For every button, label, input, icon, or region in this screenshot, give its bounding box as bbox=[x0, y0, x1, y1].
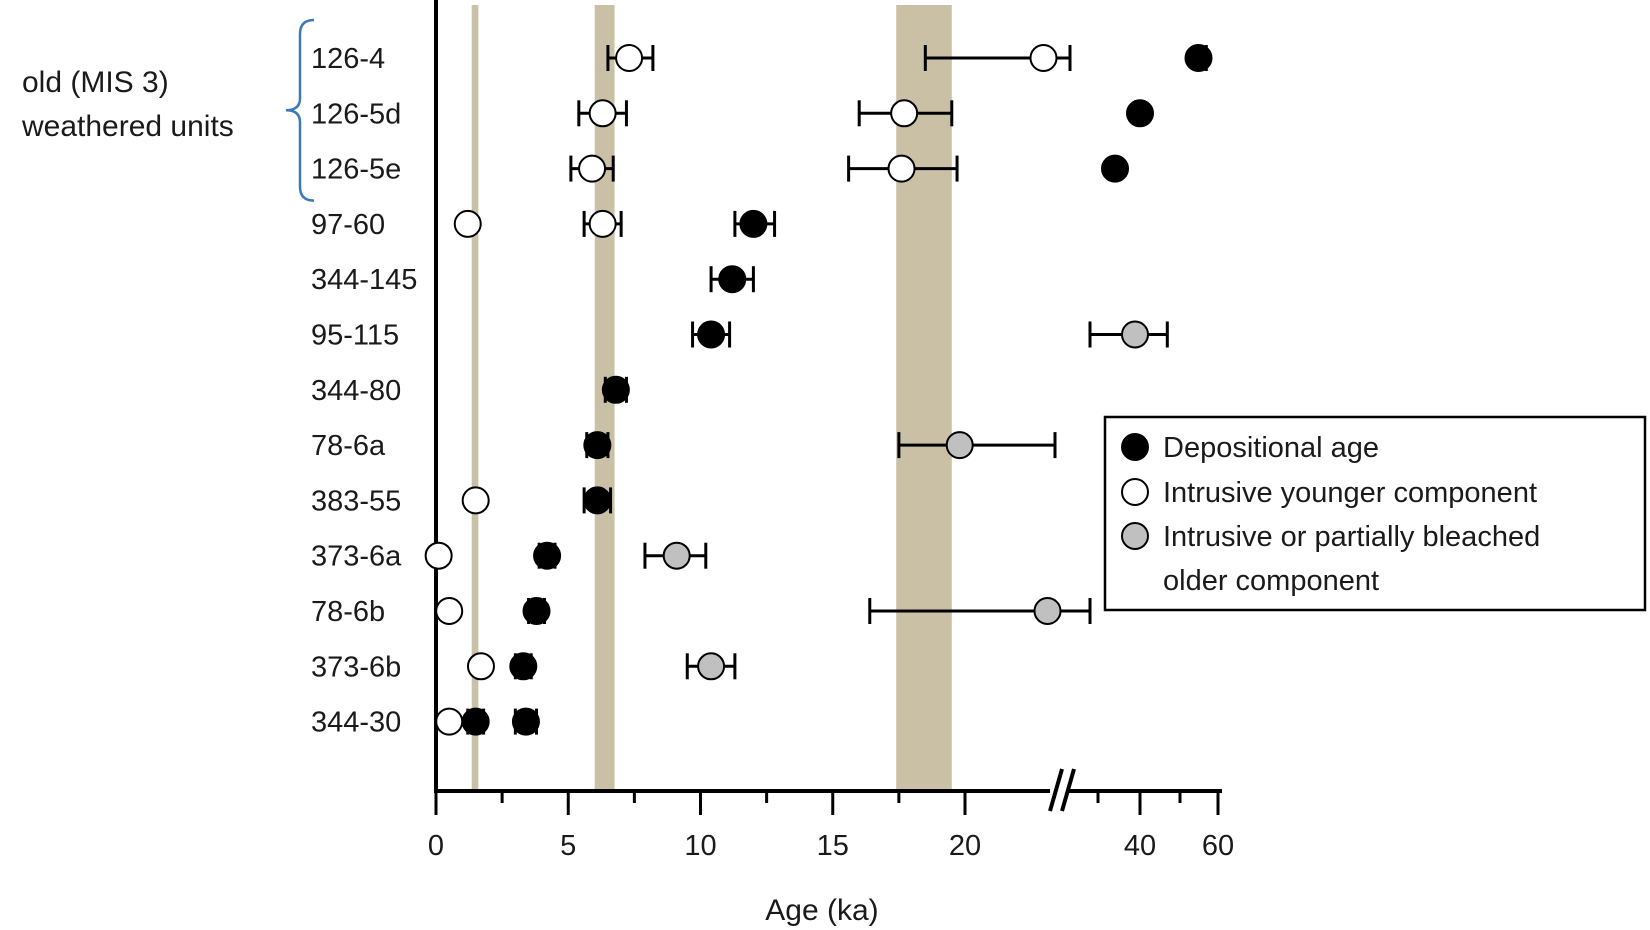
data-point bbox=[461, 486, 490, 515]
data-point bbox=[890, 99, 919, 128]
data-point bbox=[1126, 99, 1154, 128]
x-tick-label: 40 bbox=[1124, 830, 1156, 862]
legend-marker bbox=[1121, 433, 1149, 461]
sample-label: 126-5e bbox=[311, 154, 401, 186]
data-point bbox=[461, 707, 490, 736]
data-point bbox=[1101, 154, 1129, 183]
group-bracket: old (MIS 3) weathered units bbox=[21, 18, 315, 202]
data-point bbox=[1029, 44, 1058, 72]
data-point bbox=[615, 44, 644, 72]
legend-marker bbox=[1121, 478, 1149, 506]
data-points bbox=[424, 44, 1213, 736]
sample-label: 78-6b bbox=[311, 596, 385, 628]
sample-label: 126-5d bbox=[311, 98, 401, 130]
axis-break-mark bbox=[1060, 768, 1076, 812]
data-point bbox=[509, 652, 538, 681]
sample-label: 373-6a bbox=[311, 541, 402, 573]
sample-label: 95-115 bbox=[311, 320, 399, 352]
data-point bbox=[887, 154, 916, 183]
data-point bbox=[424, 541, 453, 570]
data-point bbox=[697, 652, 726, 681]
sample-labels: 126-4 126-5d 126-5e 97-60 344-145 95-115 344-8… bbox=[311, 43, 417, 739]
data-point bbox=[1121, 320, 1149, 349]
data-point bbox=[522, 597, 551, 625]
data-point bbox=[739, 209, 768, 238]
legend-marker bbox=[1121, 522, 1149, 550]
legend-label: Depositional age bbox=[1163, 432, 1379, 464]
data-point bbox=[945, 431, 974, 460]
data-point bbox=[453, 209, 482, 238]
shaded-band bbox=[471, 5, 479, 791]
x-tick-label: 0 bbox=[428, 830, 444, 862]
sample-label: 97-60 bbox=[311, 209, 385, 241]
legend-label: Intrusive younger component bbox=[1163, 477, 1537, 509]
x-tick-label: 15 bbox=[817, 830, 849, 862]
legend-label-line2: older component bbox=[1163, 565, 1379, 597]
data-point bbox=[697, 320, 726, 349]
bracket-brace bbox=[285, 18, 315, 202]
axis-break-mark bbox=[1048, 768, 1064, 812]
axes: 0 5 10 15 20 40 60 bbox=[428, 0, 1234, 862]
data-point bbox=[583, 431, 612, 460]
data-point bbox=[718, 265, 747, 294]
sample-label: 78-6a bbox=[311, 430, 386, 462]
x-tick-label: 10 bbox=[684, 830, 716, 862]
x-tick-label: 5 bbox=[560, 830, 576, 862]
data-point bbox=[583, 486, 612, 515]
data-point bbox=[466, 652, 495, 681]
x-tick-label: 20 bbox=[949, 830, 981, 862]
data-point bbox=[578, 154, 607, 183]
sample-label: 344-80 bbox=[311, 375, 401, 407]
sample-label: 383-55 bbox=[311, 485, 401, 517]
data-point bbox=[588, 209, 617, 238]
data-point bbox=[662, 541, 691, 570]
sample-label: 344-30 bbox=[311, 707, 401, 739]
x-tick-label: 60 bbox=[1202, 830, 1234, 862]
sample-label: 344-145 bbox=[311, 264, 417, 296]
error-bars bbox=[466, 45, 1208, 735]
shaded-bands bbox=[471, 5, 952, 791]
legend: Depositional age Intrusive younger compon… bbox=[1103, 415, 1647, 612]
x-axis-label: Age (ka) bbox=[765, 894, 878, 927]
legend-label: Intrusive or partially bleached bbox=[1163, 521, 1540, 553]
sample-label: 373-6b bbox=[311, 651, 401, 683]
data-point bbox=[511, 707, 540, 736]
data-point bbox=[1033, 597, 1062, 625]
bracket-label-line1: old (MIS 3) bbox=[22, 66, 169, 99]
data-point bbox=[435, 707, 464, 736]
sample-label: 126-4 bbox=[311, 43, 385, 75]
legend-box bbox=[1103, 415, 1647, 612]
data-point bbox=[435, 597, 464, 625]
data-point bbox=[588, 99, 617, 128]
bracket-label-line2: weathered units bbox=[21, 110, 234, 143]
shaded-band bbox=[896, 5, 952, 791]
data-point bbox=[533, 541, 562, 570]
data-point bbox=[601, 375, 630, 404]
data-point bbox=[1184, 44, 1213, 72]
